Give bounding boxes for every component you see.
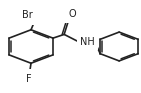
Text: NH: NH [80, 37, 95, 47]
Text: Br: Br [22, 10, 33, 20]
Text: O: O [69, 9, 76, 19]
Text: F: F [26, 74, 32, 84]
